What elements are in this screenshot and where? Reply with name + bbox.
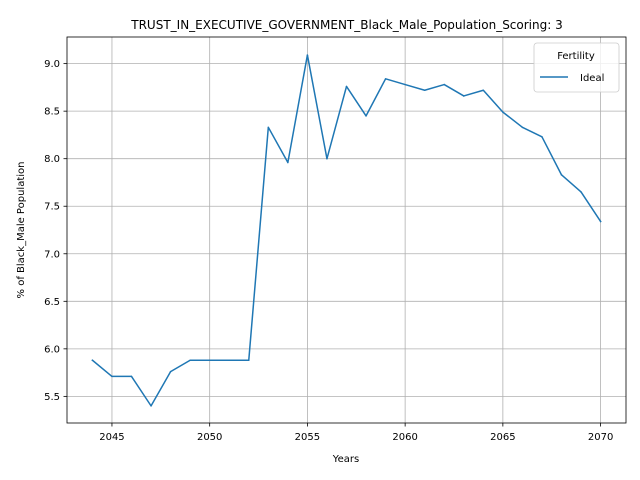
data-point (423, 89, 426, 91)
data-point (560, 174, 563, 176)
chart-title: TRUST_IN_EXECUTIVE_GOVERNMENT_Black_Male… (130, 18, 562, 32)
x-tick-label: 2065 (490, 432, 515, 443)
data-point (502, 111, 504, 113)
data-point (287, 161, 289, 164)
series-group (91, 54, 602, 407)
data-point (208, 359, 211, 362)
y-axis-label: % of Black_Male Population (16, 162, 27, 299)
data-point (365, 115, 367, 117)
grid (67, 37, 626, 423)
x-axis-label: Years (332, 454, 359, 465)
data-point (248, 359, 250, 362)
legend-label-ideal: Ideal (580, 73, 604, 84)
data-point (326, 157, 328, 160)
legend: Fertility Ideal (533, 42, 620, 93)
x-axis-ticks: 2045 2050 2055 2060 2065 2070 (99, 423, 613, 443)
y-tick-label: 6.0 (44, 344, 60, 355)
y-tick-label: 9.0 (44, 59, 60, 70)
y-axis-ticks: 5.5 6.0 6.5 7.0 7.5 8.0 8.5 9.0 (44, 59, 67, 403)
data-point (189, 359, 191, 362)
data-point (130, 375, 133, 378)
y-tick-label: 8.5 (44, 107, 60, 118)
y-tick-label: 7.5 (44, 202, 60, 213)
x-tick-label: 2055 (295, 432, 320, 443)
data-point (404, 83, 406, 86)
x-tick-label: 2060 (392, 432, 417, 443)
data-point (541, 136, 543, 138)
data-point (384, 78, 387, 80)
data-point (228, 359, 230, 362)
y-tick-label: 6.5 (44, 297, 60, 308)
data-point (306, 54, 309, 56)
x-tick-label: 2045 (99, 432, 124, 443)
data-point (91, 359, 94, 362)
y-tick-label: 8.0 (44, 154, 60, 165)
legend-title: Fertility (557, 51, 595, 62)
data-point (345, 85, 348, 88)
y-tick-label: 7.0 (44, 249, 60, 260)
plot-frame (66, 36, 627, 424)
data-point (580, 191, 582, 193)
data-point (482, 89, 485, 91)
x-tick-label: 2070 (588, 432, 613, 443)
data-point (599, 220, 602, 223)
legend-box (533, 42, 620, 93)
data-point (169, 370, 172, 373)
data-point (463, 95, 465, 97)
data-point (521, 126, 524, 129)
data-point (111, 375, 113, 378)
x-tick-label: 2050 (197, 432, 222, 443)
data-point (150, 405, 152, 407)
y-tick-label: 5.5 (44, 392, 60, 403)
data-point (267, 126, 270, 129)
data-point (443, 83, 445, 86)
